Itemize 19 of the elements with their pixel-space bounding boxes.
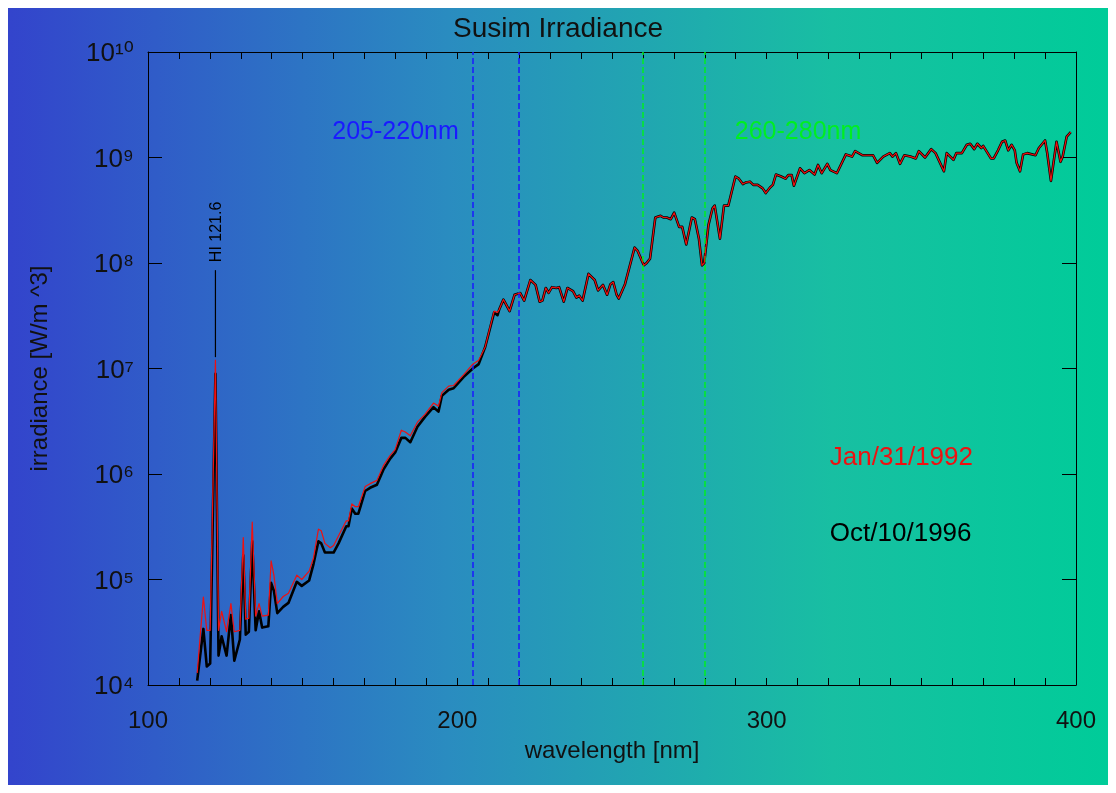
x-tick-label: 100 xyxy=(127,705,169,733)
x-tick-label: 200 xyxy=(437,705,478,733)
ref-line-label: 260-280nm xyxy=(734,116,862,144)
y-tick-label: 10⁴ xyxy=(93,670,134,700)
annotation: HI 121.6 xyxy=(206,201,224,263)
x-tick-label: 300 xyxy=(746,705,787,733)
y-tick-label: 10¹⁰ xyxy=(85,37,134,67)
text: Jan/31/1992 xyxy=(829,441,974,471)
y-tick-label: 10⁵ xyxy=(94,564,134,595)
x-axis-title: wavelength [nm] xyxy=(523,735,700,763)
y-axis-title: irradiance [W/m ^3] xyxy=(24,265,52,472)
ref-line-label: 205-220nm xyxy=(332,116,459,144)
text: Oct/10/1996 xyxy=(829,517,972,547)
chart-title: Susim Irradiance xyxy=(452,11,664,43)
y-tick-label: 10⁸ xyxy=(94,248,134,278)
x-tick-label: 400 xyxy=(1055,705,1097,733)
y-tick-label: 10⁶ xyxy=(94,459,134,489)
y-tick-label: 10⁹ xyxy=(93,142,134,173)
y-tick-label: 10⁷ xyxy=(95,353,134,384)
